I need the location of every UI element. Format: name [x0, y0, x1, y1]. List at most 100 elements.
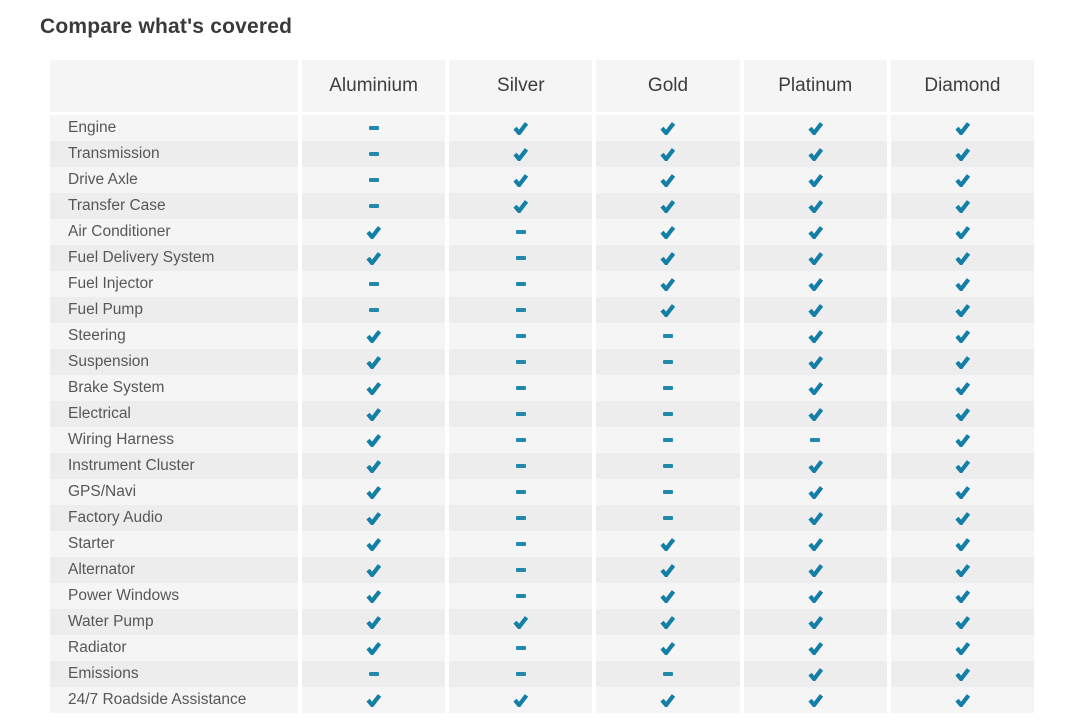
coverage-cell-covered: [890, 167, 1034, 193]
coverage-cell-covered: [743, 271, 887, 297]
coverage-cell-covered: [302, 453, 446, 479]
coverage-cell-not-covered: [302, 141, 446, 167]
check-icon: [955, 511, 970, 525]
coverage-cell-covered: [743, 219, 887, 245]
coverage-cell-covered: [302, 583, 446, 609]
check-icon: [660, 641, 676, 655]
check-icon: [660, 563, 676, 577]
coverage-cell-covered: [596, 297, 740, 323]
dash-icon: [662, 360, 673, 364]
check-icon: [660, 251, 676, 265]
table-row-instrument-cluster: Instrument Cluster: [50, 453, 1034, 479]
check-icon: [955, 251, 970, 265]
check-icon: [955, 121, 970, 135]
coverage-cell-covered: [890, 479, 1034, 505]
coverage-cell-covered: [596, 687, 740, 713]
coverage-cell-covered: [596, 167, 740, 193]
dash-icon: [662, 412, 673, 416]
coverage-cell-not-covered: [449, 245, 593, 271]
row-label: Alternator: [50, 557, 298, 583]
row-label: Fuel Pump: [50, 297, 298, 323]
dash-icon: [515, 256, 526, 260]
table-row-starter: Starter: [50, 531, 1034, 557]
coverage-cell-covered: [743, 167, 887, 193]
coverage-cell-not-covered: [302, 115, 446, 141]
coverage-cell-covered: [743, 635, 887, 661]
row-label: Emissions: [50, 661, 298, 687]
check-icon: [955, 459, 970, 473]
check-icon: [955, 641, 970, 655]
coverage-cell-covered: [302, 557, 446, 583]
table-row-transfer-case: Transfer Case: [50, 193, 1034, 219]
coverage-cell-not-covered: [596, 479, 740, 505]
coverage-cell-covered: [890, 661, 1034, 687]
table-row-emissions: Emissions: [50, 661, 1034, 687]
coverage-cell-not-covered: [596, 375, 740, 401]
coverage-cell-covered: [302, 505, 446, 531]
check-icon: [808, 381, 823, 395]
table-row-steering: Steering: [50, 323, 1034, 349]
coverage-cell-not-covered: [449, 349, 593, 375]
table-row-gps-navi: GPS/Navi: [50, 479, 1034, 505]
row-label: Radiator: [50, 635, 298, 661]
coverage-cell-covered: [596, 193, 740, 219]
coverage-cell-not-covered: [449, 505, 593, 531]
check-icon: [808, 303, 823, 317]
coverage-cell-not-covered: [302, 297, 446, 323]
coverage-cell-not-covered: [449, 557, 593, 583]
check-icon: [660, 693, 676, 707]
check-icon: [808, 199, 823, 213]
check-icon: [955, 277, 970, 291]
dash-icon: [368, 308, 379, 312]
coverage-cell-covered: [302, 323, 446, 349]
coverage-cell-covered: [890, 557, 1034, 583]
check-icon: [955, 407, 970, 421]
coverage-cell-not-covered: [449, 661, 593, 687]
check-icon: [660, 173, 676, 187]
check-icon: [955, 355, 970, 369]
check-icon: [808, 615, 823, 629]
coverage-cell-covered: [743, 505, 887, 531]
coverage-cell-covered: [743, 479, 887, 505]
dash-icon: [662, 672, 673, 676]
dash-icon: [515, 386, 526, 390]
coverage-cell-covered: [302, 531, 446, 557]
coverage-cell-not-covered: [596, 401, 740, 427]
dash-icon: [515, 438, 526, 442]
table-row-brake-system: Brake System: [50, 375, 1034, 401]
table-row-wiring-harness: Wiring Harness: [50, 427, 1034, 453]
check-icon: [513, 173, 529, 187]
table-row-water-pump: Water Pump: [50, 609, 1034, 635]
table-row-suspension: Suspension: [50, 349, 1034, 375]
coverage-cell-covered: [596, 219, 740, 245]
coverage-cell-covered: [449, 687, 593, 713]
coverage-cell-covered: [596, 245, 740, 271]
table-row-power-windows: Power Windows: [50, 583, 1034, 609]
coverage-cell-covered: [302, 635, 446, 661]
check-icon: [366, 485, 382, 499]
table-row-alternator: Alternator: [50, 557, 1034, 583]
dash-icon: [515, 308, 526, 312]
check-icon: [955, 303, 970, 317]
check-icon: [808, 563, 823, 577]
check-icon: [366, 459, 382, 473]
dash-icon: [368, 672, 379, 676]
coverage-cell-covered: [743, 115, 887, 141]
check-icon: [808, 537, 823, 551]
dash-icon: [515, 230, 526, 234]
coverage-cell-not-covered: [302, 271, 446, 297]
row-label: Wiring Harness: [50, 427, 298, 453]
check-icon: [660, 147, 676, 161]
coverage-cell-covered: [596, 609, 740, 635]
check-icon: [808, 121, 823, 135]
coverage-cell-not-covered: [449, 531, 593, 557]
dash-icon: [662, 464, 673, 468]
check-icon: [955, 693, 970, 707]
coverage-cell-covered: [743, 609, 887, 635]
coverage-cell-not-covered: [302, 661, 446, 687]
check-icon: [808, 485, 823, 499]
check-icon: [955, 329, 970, 343]
row-label: Transfer Case: [50, 193, 298, 219]
coverage-cell-covered: [890, 297, 1034, 323]
